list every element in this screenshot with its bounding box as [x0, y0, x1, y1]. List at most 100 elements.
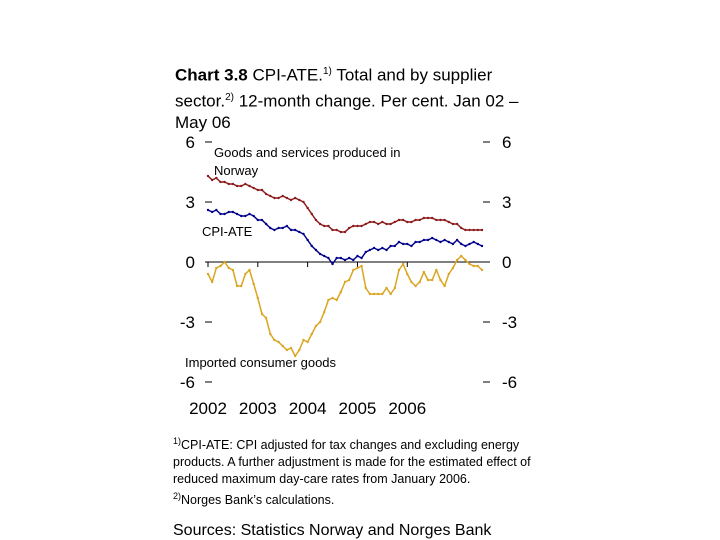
data-point — [372, 292, 376, 296]
data-point — [256, 218, 260, 222]
data-point — [443, 238, 446, 242]
data-point — [235, 284, 239, 288]
data-point — [472, 240, 475, 244]
data-point — [430, 236, 434, 240]
data-point — [393, 286, 397, 290]
data-point — [318, 222, 322, 226]
data-point — [401, 262, 405, 266]
data-point — [443, 284, 446, 288]
data-point — [418, 218, 421, 222]
data-point — [302, 200, 305, 204]
data-point — [422, 216, 426, 220]
data-point — [223, 212, 226, 216]
title-sup-a: 1) — [323, 66, 332, 77]
data-point — [219, 212, 222, 216]
series-label-norway: Goods and services produced in — [214, 145, 400, 160]
footnote-1-marker: 1) — [173, 436, 182, 446]
data-point — [381, 220, 384, 224]
data-point — [447, 272, 450, 276]
data-point — [343, 230, 347, 234]
data-point — [323, 310, 326, 314]
data-point — [256, 188, 260, 192]
data-point — [248, 184, 251, 188]
data-point — [426, 238, 430, 242]
data-point — [277, 196, 280, 200]
data-point — [310, 244, 313, 248]
data-point — [206, 272, 210, 276]
data-point — [360, 256, 363, 260]
data-point — [343, 258, 347, 262]
data-point — [264, 316, 268, 320]
data-point — [401, 242, 405, 246]
data-point — [480, 244, 484, 248]
y-tick-label-right: 0 — [502, 253, 511, 272]
data-point — [406, 220, 409, 224]
data-point — [364, 250, 367, 254]
data-point — [244, 214, 247, 218]
data-point — [439, 240, 442, 244]
x-tick-label: 2005 — [339, 399, 377, 418]
data-point — [281, 194, 284, 198]
data-point — [418, 240, 421, 244]
data-point — [298, 198, 301, 202]
data-point — [264, 222, 268, 226]
data-point — [480, 268, 484, 272]
data-point — [360, 224, 363, 228]
data-point — [414, 240, 417, 244]
footnotes: 1)CPI-ATE: CPI adjusted for tax changes … — [173, 433, 543, 509]
data-point — [331, 262, 334, 266]
data-point — [306, 238, 309, 242]
series-label-cpi-ate: CPI-ATE — [202, 224, 253, 239]
data-point — [240, 284, 243, 288]
data-point — [443, 218, 446, 222]
source-note: Sources: Statistics Norway and Norges Ba… — [173, 522, 492, 539]
x-tick-label: 2004 — [289, 399, 327, 418]
data-point — [372, 246, 376, 250]
data-point — [331, 296, 334, 300]
data-point — [464, 228, 467, 232]
data-point — [389, 222, 392, 226]
data-point — [464, 244, 467, 248]
data-point — [430, 278, 434, 282]
data-point — [397, 218, 401, 222]
data-point — [347, 226, 351, 230]
data-point — [215, 208, 218, 212]
data-point — [435, 238, 438, 242]
data-point — [277, 340, 280, 344]
data-point — [451, 266, 455, 270]
data-point — [422, 270, 426, 274]
data-point — [455, 238, 459, 242]
data-point — [389, 292, 392, 296]
data-point — [231, 210, 235, 214]
data-point — [244, 272, 247, 276]
data-point — [377, 248, 380, 252]
data-point — [451, 222, 455, 226]
data-point — [464, 258, 467, 262]
footnote-2-marker: 2) — [173, 491, 182, 502]
data-point — [252, 214, 255, 218]
data-point — [410, 220, 413, 224]
data-point — [302, 338, 305, 342]
x-tick-label: 2003 — [239, 399, 277, 418]
data-point — [298, 230, 301, 234]
data-point — [231, 268, 235, 272]
y-tick-label-left: -3 — [180, 313, 195, 332]
data-point — [352, 224, 355, 228]
data-point — [352, 258, 355, 262]
data-point — [252, 282, 255, 286]
data-point — [422, 238, 426, 242]
data-point — [240, 214, 243, 218]
footnote-2-text: Norges Bank’s calculations. — [181, 493, 335, 508]
data-point — [476, 264, 480, 268]
data-point — [310, 212, 313, 216]
data-point — [240, 184, 243, 188]
title-sup-b: 2) — [225, 91, 234, 103]
x-tick-label: 2002 — [189, 399, 227, 418]
data-point — [439, 218, 442, 222]
data-point — [327, 224, 330, 228]
title-text-c: 12-month change. Per cent. Jan 02 – May … — [175, 91, 519, 133]
data-point — [260, 312, 264, 316]
title-text-a: CPI-ATE. — [247, 65, 323, 85]
data-point — [401, 218, 405, 222]
